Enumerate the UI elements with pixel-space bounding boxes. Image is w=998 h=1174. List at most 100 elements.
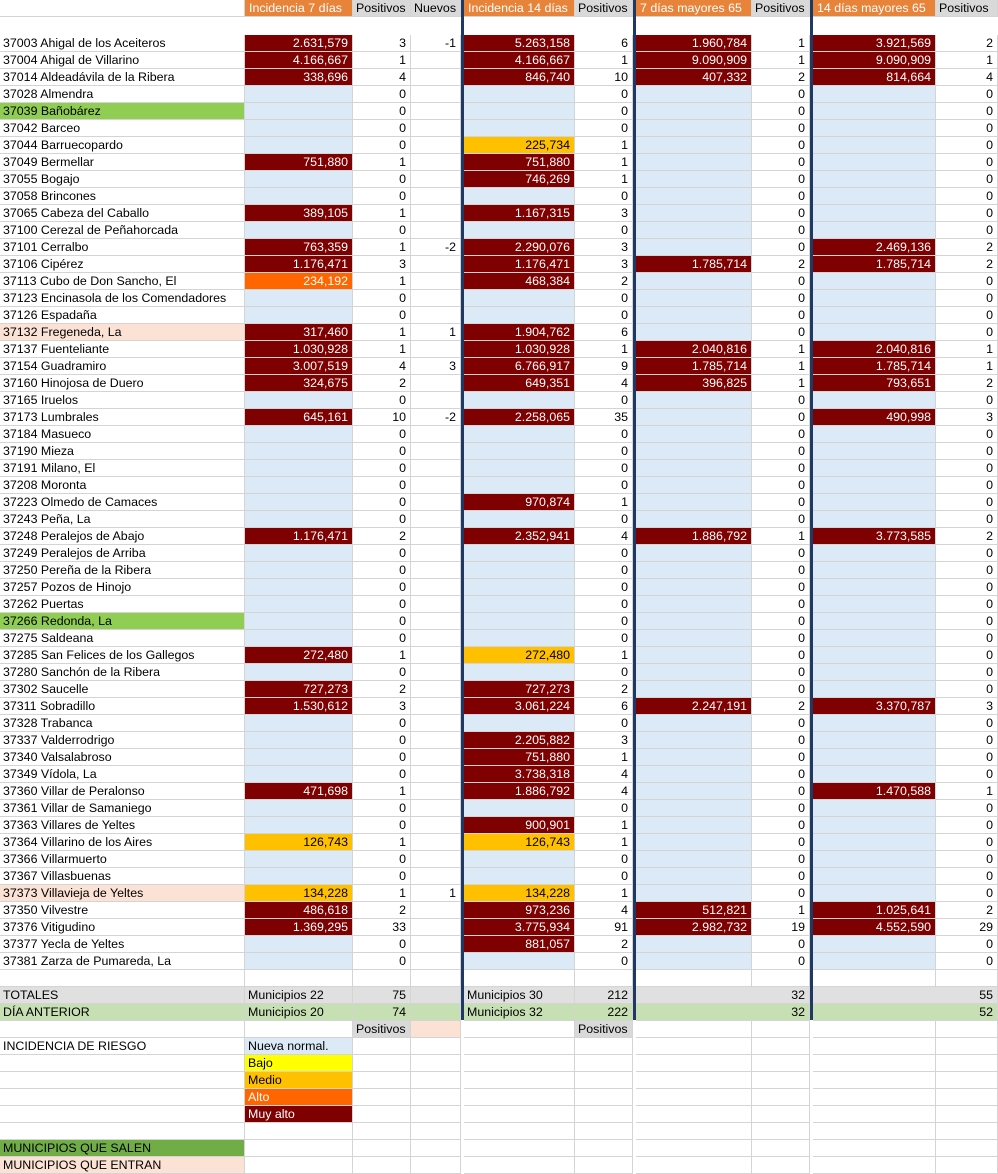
positivos-65-14-cell[interactable]: 0 bbox=[936, 630, 998, 647]
positivos-65-14-cell[interactable]: 0 bbox=[936, 273, 998, 290]
incidencia-7-cell[interactable] bbox=[245, 596, 353, 613]
incidencia-65-7-cell[interactable]: 396,825 bbox=[636, 375, 752, 392]
empty-cell[interactable] bbox=[353, 1072, 411, 1089]
incidencia-65-14-cell[interactable] bbox=[813, 154, 936, 171]
empty-cell[interactable] bbox=[752, 970, 810, 987]
incidencia-7-cell[interactable]: 338,696 bbox=[245, 69, 353, 86]
incidencia-65-7-cell[interactable] bbox=[636, 613, 752, 630]
nuevos-cell[interactable] bbox=[411, 477, 461, 494]
positivos-7-cell[interactable]: 0 bbox=[353, 443, 411, 460]
positivos-14-cell[interactable]: 1 bbox=[575, 171, 633, 188]
empty-cell[interactable] bbox=[464, 1055, 575, 1072]
positivos-14-cell[interactable]: 0 bbox=[575, 443, 633, 460]
empty-cell[interactable] bbox=[752, 1055, 810, 1072]
incidencia-65-14-cell[interactable] bbox=[813, 324, 936, 341]
empty-cell[interactable] bbox=[464, 1072, 575, 1089]
positivos-7-cell[interactable]: 0 bbox=[353, 188, 411, 205]
empty-cell[interactable] bbox=[353, 1140, 411, 1157]
positivos-65-7-cell[interactable]: 0 bbox=[752, 613, 810, 630]
incidencia-14-cell[interactable]: 751,880 bbox=[464, 749, 575, 766]
positivos-7-cell[interactable]: 2 bbox=[353, 681, 411, 698]
nuevos-cell[interactable] bbox=[411, 494, 461, 511]
nuevos-cell[interactable] bbox=[411, 120, 461, 137]
positivos-65-14-cell[interactable]: 0 bbox=[936, 851, 998, 868]
incidencia-65-14-cell[interactable] bbox=[813, 647, 936, 664]
empty-cell[interactable] bbox=[464, 1123, 575, 1140]
positivos-14-cell[interactable]: 0 bbox=[575, 579, 633, 596]
empty-cell[interactable] bbox=[0, 1089, 245, 1106]
incidencia-65-14-cell[interactable] bbox=[813, 817, 936, 834]
nuevos-cell[interactable] bbox=[411, 188, 461, 205]
incidencia-7-cell[interactable] bbox=[245, 613, 353, 630]
empty-cell[interactable] bbox=[813, 970, 936, 987]
positivos-65-14-cell[interactable]: 1 bbox=[936, 341, 998, 358]
positivos-65-14-cell[interactable]: 2 bbox=[936, 375, 998, 392]
municipio-name[interactable]: 37058 Brincones bbox=[0, 188, 245, 205]
totales-municipios-14[interactable]: Municipios 30 bbox=[464, 987, 575, 1004]
incidencia-14-cell[interactable]: 2.205,882 bbox=[464, 732, 575, 749]
incidencia-7-cell[interactable] bbox=[245, 562, 353, 579]
incidencia-7-cell[interactable] bbox=[245, 715, 353, 732]
positivos-65-14-cell[interactable]: 0 bbox=[936, 868, 998, 885]
incidencia-7-cell[interactable]: 1.369,295 bbox=[245, 919, 353, 936]
incidencia-65-14-cell[interactable] bbox=[813, 545, 936, 562]
incidencia-14-cell[interactable] bbox=[464, 851, 575, 868]
municipio-name[interactable]: 37154 Guadramiro bbox=[0, 358, 245, 375]
municipio-name[interactable]: 37275 Saldeana bbox=[0, 630, 245, 647]
positivos-7-cell[interactable]: 0 bbox=[353, 307, 411, 324]
positivos-14-cell[interactable]: 2 bbox=[575, 273, 633, 290]
positivos-14-cell[interactable]: 0 bbox=[575, 851, 633, 868]
incidencia-65-14-cell[interactable] bbox=[813, 732, 936, 749]
positivos-65-14-cell[interactable]: 0 bbox=[936, 171, 998, 188]
incidencia-7-cell[interactable]: 763,359 bbox=[245, 239, 353, 256]
header-inc7[interactable]: Incidencia 7 días bbox=[245, 0, 353, 17]
incidencia-7-cell[interactable]: 272,480 bbox=[245, 647, 353, 664]
incidencia-65-7-cell[interactable] bbox=[636, 749, 752, 766]
nuevos-cell[interactable] bbox=[411, 868, 461, 885]
positivos-65-7-cell[interactable]: 0 bbox=[752, 222, 810, 239]
positivos-65-14-cell[interactable]: 29 bbox=[936, 919, 998, 936]
positivos-65-14-cell[interactable]: 0 bbox=[936, 936, 998, 953]
positivos-14-cell[interactable]: 1 bbox=[575, 341, 633, 358]
totales-positivos-65-7[interactable]: 32 bbox=[636, 987, 810, 1004]
incidencia-7-cell[interactable] bbox=[245, 86, 353, 103]
incidencia-7-cell[interactable]: 389,105 bbox=[245, 205, 353, 222]
municipio-name[interactable]: 37360 Villar de Peralonso bbox=[0, 783, 245, 800]
empty-cell[interactable] bbox=[936, 1140, 998, 1157]
municipio-name[interactable]: 37042 Barceo bbox=[0, 120, 245, 137]
incidencia-65-14-cell[interactable] bbox=[813, 443, 936, 460]
dia-anterior-positivos-65-14[interactable]: 52 bbox=[813, 1004, 998, 1021]
incidencia-14-cell[interactable]: 3.738,318 bbox=[464, 766, 575, 783]
empty-cell[interactable] bbox=[575, 1123, 633, 1140]
positivos-14-cell[interactable]: 3 bbox=[575, 256, 633, 273]
positivos-65-14-cell[interactable]: 0 bbox=[936, 188, 998, 205]
nuevos-cell[interactable] bbox=[411, 86, 461, 103]
positivos-14-cell[interactable]: 0 bbox=[575, 426, 633, 443]
incidencia-7-cell[interactable] bbox=[245, 511, 353, 528]
nuevos-cell[interactable] bbox=[411, 290, 461, 307]
empty-cell[interactable] bbox=[0, 1021, 245, 1038]
empty-cell[interactable] bbox=[464, 1106, 575, 1123]
incidencia-7-cell[interactable]: 2.631,579 bbox=[245, 35, 353, 52]
incidencia-65-14-cell[interactable]: 3.773,585 bbox=[813, 528, 936, 545]
nuevos-cell[interactable] bbox=[411, 579, 461, 596]
positivos-14-cell[interactable]: 1 bbox=[575, 817, 633, 834]
incidencia-65-14-cell[interactable] bbox=[813, 851, 936, 868]
empty-cell[interactable] bbox=[245, 1021, 353, 1038]
incidencia-65-14-cell[interactable] bbox=[813, 188, 936, 205]
positivos-14-cell[interactable]: 4 bbox=[575, 375, 633, 392]
incidencia-65-7-cell[interactable] bbox=[636, 426, 752, 443]
empty-cell[interactable] bbox=[636, 1072, 752, 1089]
positivos-65-7-cell[interactable]: 2 bbox=[752, 256, 810, 273]
positivos-7-cell[interactable]: 1 bbox=[353, 273, 411, 290]
header-m65-14[interactable]: 14 días mayores 65 bbox=[813, 0, 936, 17]
positivos-7-cell[interactable]: 0 bbox=[353, 222, 411, 239]
positivos-7-cell[interactable]: 2 bbox=[353, 528, 411, 545]
positivos-65-7-cell[interactable]: 0 bbox=[752, 885, 810, 902]
empty-cell[interactable] bbox=[636, 1157, 752, 1174]
incidencia-14-cell[interactable]: 2.258,065 bbox=[464, 409, 575, 426]
positivos-65-7-cell[interactable]: 0 bbox=[752, 783, 810, 800]
positivos-65-14-cell[interactable]: 0 bbox=[936, 885, 998, 902]
incidencia-14-cell[interactable] bbox=[464, 477, 575, 494]
municipio-name[interactable]: 37049 Bermellar bbox=[0, 154, 245, 171]
